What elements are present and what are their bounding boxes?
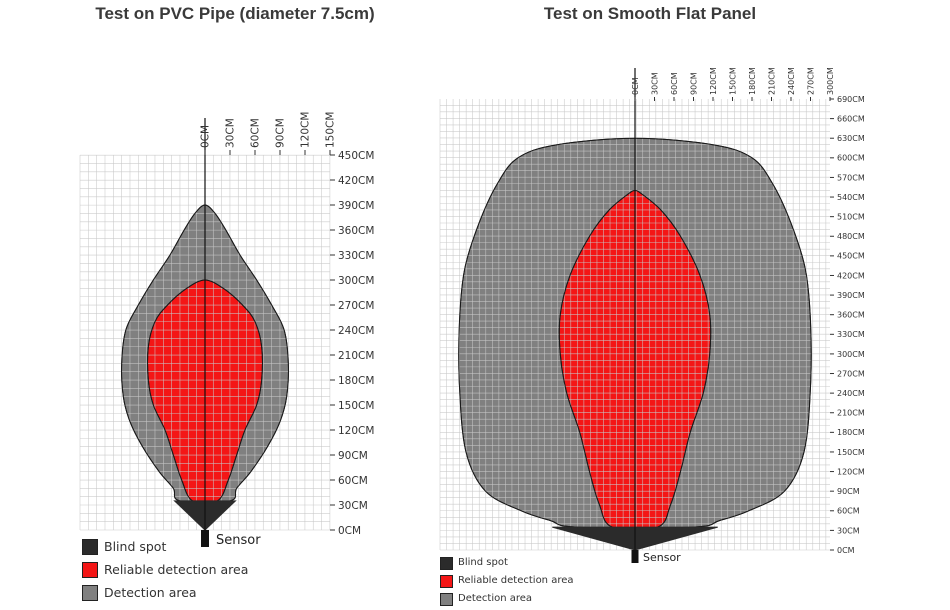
x-tick-label: 120CM <box>300 112 312 148</box>
y-tick-label: 180CM <box>338 375 374 387</box>
chart-flat-panel: 0CM 30CM 60CM 90CM 120CM 150CM 180CM 210CM 240CM… <box>439 67 865 563</box>
y-tick-label: 540CM <box>837 193 865 202</box>
y-tick-label: 480CM <box>837 232 865 241</box>
x-tick-label: 120CM <box>709 67 718 95</box>
y-tick-label: 630CM <box>837 134 865 143</box>
y-tick-label: 270CM <box>837 369 865 378</box>
legend-item-reliable-area: Reliable detection area <box>82 560 302 580</box>
legend-label: Reliable detection area <box>458 575 574 586</box>
x-tick-label: 210CM <box>767 67 776 95</box>
x-tick-label: 30CM <box>650 72 659 95</box>
y-tick-label: 450CM <box>837 252 865 261</box>
x-tick-label: 30CM <box>225 118 237 148</box>
y-tick-label: 600CM <box>837 154 865 163</box>
x-tick-label: 180CM <box>748 67 757 95</box>
y-tick-label: 60CM <box>338 475 368 487</box>
y-tick-label: 120CM <box>338 425 374 437</box>
y-tick-label: 330CM <box>338 250 374 262</box>
y-tick-label: 330CM <box>837 330 865 339</box>
y-tick-label: 360CM <box>338 225 374 237</box>
legend-label: Blind spot <box>458 557 508 568</box>
chart-title-pvc-pipe: Test on PVC Pipe (diameter 7.5cm) <box>95 4 375 23</box>
legend-item-blind-spot: Blind spot <box>440 556 640 574</box>
y-tick-label: 0CM <box>338 525 361 537</box>
y-tick-label: 90CM <box>837 487 860 496</box>
legend-swatch <box>82 585 98 601</box>
y-tick-label: 180CM <box>837 428 865 437</box>
y-tick-label: 240CM <box>837 389 865 398</box>
chart-pvc-pipe: 0CM 30CM 60CM 90CM 120CM 150CM 180CM 210CM 240CM… <box>79 112 374 547</box>
y-tick-label: 30CM <box>338 500 368 512</box>
legend-item-detection-area: Detection area <box>82 583 302 603</box>
legend-item-detection-area: Detection area <box>440 592 640 610</box>
x-tick-label: 240CM <box>787 67 796 95</box>
legend-swatch <box>440 575 453 588</box>
y-tick-label: 150CM <box>837 448 865 457</box>
x-tick-label: 90CM <box>689 72 698 95</box>
y-tick-label: 510CM <box>837 213 865 222</box>
y-tick-label: 300CM <box>837 350 865 359</box>
y-tick-label: 210CM <box>837 409 865 418</box>
y-tick-label: 270CM <box>338 300 374 312</box>
x-tick-label: 150CM <box>325 112 337 148</box>
legend-swatch <box>82 539 98 555</box>
x-tick-label: 300CM <box>826 67 835 95</box>
y-tick-label: 150CM <box>338 400 374 412</box>
detection-area-outline <box>121 204 289 503</box>
y-tick-label: 90CM <box>338 450 368 462</box>
x-tick-label: 150CM <box>728 67 737 95</box>
y-tick-label: 690CM <box>837 95 865 104</box>
y-tick-label: 420CM <box>837 271 865 280</box>
legend-swatch <box>440 593 453 606</box>
y-tick-label: 0CM <box>837 546 855 555</box>
y-tick-label: 360CM <box>837 311 865 320</box>
legend-label: Detection area <box>458 593 533 604</box>
x-tick-label: 270CM <box>806 67 815 95</box>
x-tick-label: 60CM <box>670 72 679 95</box>
x-tick-label: 60CM <box>250 118 262 148</box>
legend-label: Reliable detection area <box>104 562 249 577</box>
sensor <box>631 550 639 563</box>
x-tick-label: 90CM <box>275 118 287 148</box>
y-tick-label: 60CM <box>837 507 860 516</box>
x-tick-label: 0CM <box>200 125 212 148</box>
sensor <box>201 530 209 547</box>
y-tick-label: 660CM <box>837 114 865 123</box>
legend-swatch <box>440 557 453 570</box>
y-tick-label: 390CM <box>837 291 865 300</box>
y-tick-label: 390CM <box>338 200 374 212</box>
y-tick-label: 120CM <box>837 467 865 476</box>
y-tick-label: 240CM <box>338 325 374 337</box>
y-tick-label: 450CM <box>338 150 374 162</box>
reliable-area-outline <box>147 279 263 504</box>
y-tick-label: 300CM <box>338 275 374 287</box>
y-tick-label: 30CM <box>837 526 860 535</box>
y-tick-label: 210CM <box>338 350 374 362</box>
detection-area-outline <box>458 137 812 529</box>
sensor-label: Sensor <box>643 551 681 564</box>
legend-swatch <box>82 562 98 578</box>
legend-item-blind-spot: Blind spot <box>82 537 302 557</box>
y-tick-label: 570CM <box>837 173 865 182</box>
sensor-label: Sensor <box>216 533 261 548</box>
x-tick-label: 0CM <box>631 77 640 95</box>
legend-label: Detection area <box>104 585 197 600</box>
legend-item-reliable-area: Reliable detection area <box>440 574 640 592</box>
legend-label: Blind spot <box>104 539 167 554</box>
y-tick-label: 420CM <box>338 175 374 187</box>
reliable-area-outline <box>558 190 712 531</box>
chart-title-flat-panel: Test on Smooth Flat Panel <box>543 4 757 23</box>
